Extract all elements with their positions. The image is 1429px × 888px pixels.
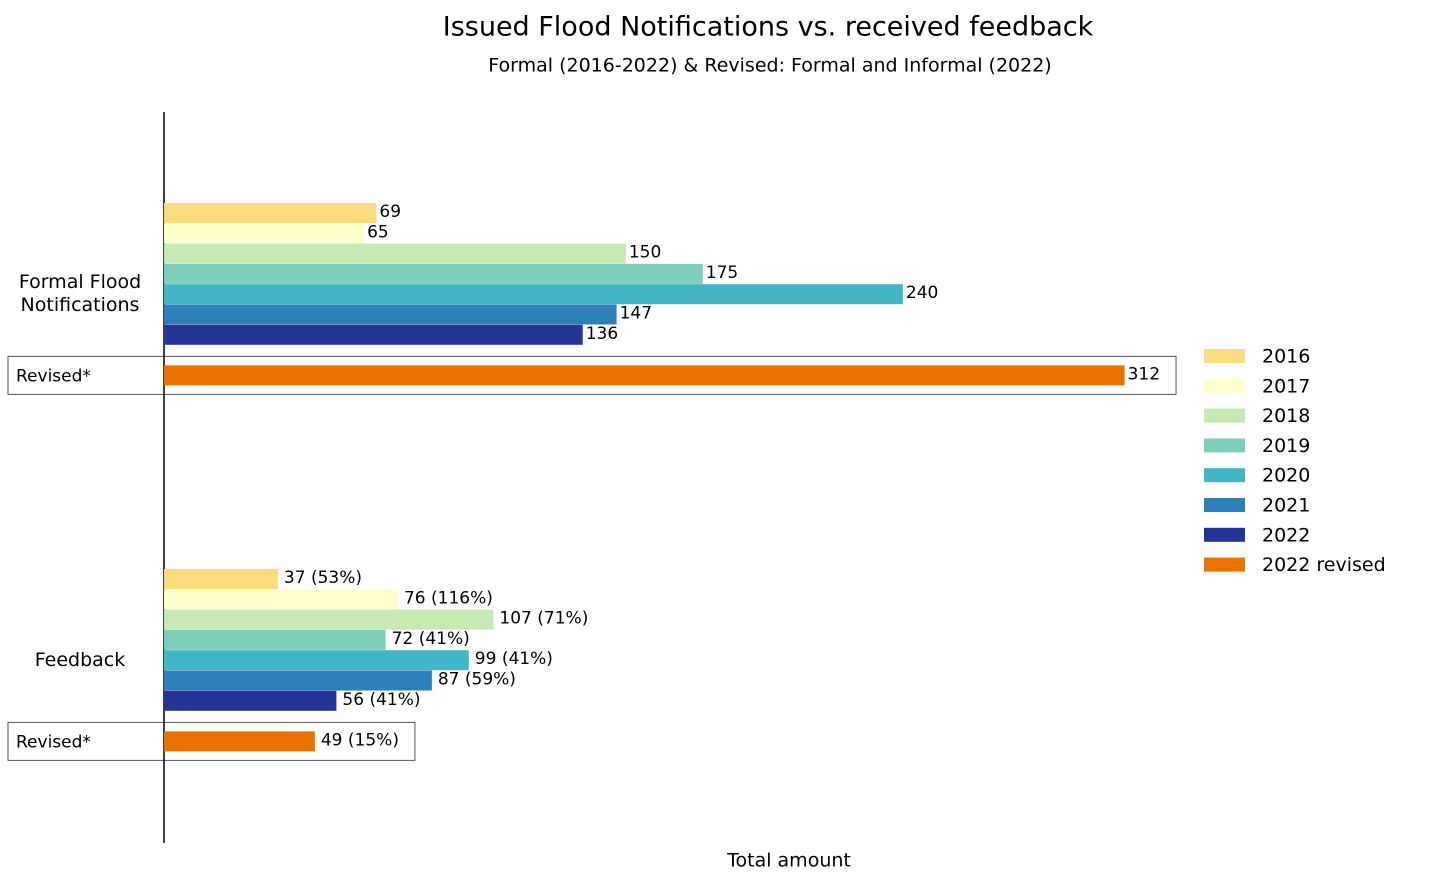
annotation-box [7, 355, 1177, 395]
value-label: 240 [906, 283, 938, 303]
value-label: 312 [1128, 364, 1160, 384]
legend-swatch [1204, 438, 1245, 453]
bar [164, 203, 377, 223]
legend-label: 2016 [1262, 346, 1310, 368]
value-label: 37 (53%) [284, 568, 362, 588]
value-label: 107 (71%) [499, 609, 588, 629]
value-label: 72 (41%) [392, 629, 470, 649]
bar [164, 324, 583, 345]
bar [164, 284, 903, 305]
legend-swatch [1204, 349, 1245, 363]
y-tick-label: Formal Flood Notifications [18, 271, 142, 317]
value-label: 69 [379, 202, 401, 222]
legend-label: 2022 revised [1262, 554, 1386, 576]
value-label: 136 [586, 324, 618, 344]
legend-label: 2018 [1262, 405, 1310, 427]
legend-swatch [1204, 527, 1245, 542]
y-tick-label: Feedback [34, 648, 126, 671]
bar [164, 304, 617, 325]
legend-swatch [1204, 498, 1245, 512]
bar [164, 670, 432, 691]
legend-swatch [1204, 408, 1245, 423]
bar [164, 243, 626, 264]
value-label: 175 [706, 263, 738, 283]
bar [164, 731, 315, 752]
legend-swatch [1204, 468, 1245, 483]
value-label: 87 (59%) [438, 670, 516, 690]
legend-swatch [1204, 378, 1245, 393]
chart-subtitle: Formal (2016-2022) & Revised: Formal and… [488, 55, 1051, 77]
bar [164, 629, 386, 650]
bar [164, 223, 365, 244]
bar [164, 609, 494, 630]
bar [164, 589, 398, 610]
annotation: Revised* [16, 732, 91, 752]
x-axis-label: Total amount [726, 850, 851, 872]
legend-label: 2022 [1262, 524, 1310, 546]
value-label: 56 (41%) [342, 690, 420, 710]
legend-label: 2020 [1262, 465, 1310, 487]
bar [164, 569, 278, 589]
legend-label: 2017 [1262, 375, 1310, 397]
bar [164, 263, 703, 284]
value-label: 99 (41%) [475, 649, 553, 669]
value-label: 76 (116%) [404, 588, 493, 608]
chart-title: Issued Flood Notifications vs. received … [443, 12, 1094, 43]
value-label: 150 [629, 243, 661, 263]
value-label: 147 [620, 304, 652, 324]
annotation-box [7, 721, 416, 761]
bar [164, 650, 469, 671]
annotation: Revised* [16, 366, 91, 386]
value-label: 65 [367, 222, 389, 242]
bar [164, 690, 337, 711]
legend-label: 2021 [1262, 495, 1310, 517]
bar [164, 365, 1125, 386]
value-label: 49 (15%) [321, 730, 399, 750]
legend-label: 2019 [1262, 435, 1310, 457]
legend-swatch [1204, 557, 1245, 572]
